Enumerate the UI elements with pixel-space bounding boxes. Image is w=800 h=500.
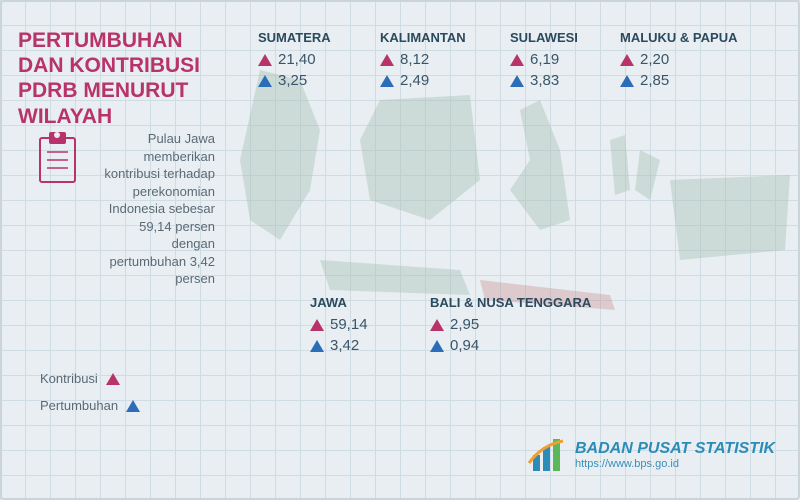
region-kontribusi: 2,20 — [620, 51, 737, 68]
region-name: JAWA — [310, 295, 368, 310]
region-name: SULAWESI — [510, 30, 578, 45]
region-maluku-papua: MALUKU & PAPUA 2,20 2,85 — [620, 30, 737, 93]
logo-icon — [527, 435, 567, 475]
triangle-icon — [106, 373, 120, 385]
triangle-icon — [310, 319, 324, 331]
region-pertumbuhan: 3,42 — [310, 337, 368, 354]
region-jawa: JAWA 59,14 3,42 — [310, 295, 368, 358]
main-title: PERTUMBUHAN DAN KONTRIBUSI PDRB MENURUT … — [18, 28, 218, 129]
region-name: SUMATERA — [258, 30, 331, 45]
region-pertumbuhan: 3,25 — [258, 72, 331, 89]
region-sulawesi: SULAWESI 6,19 3,83 — [510, 30, 578, 93]
bps-logo: BADAN PUSAT STATISTIK https://www.bps.go… — [527, 435, 775, 475]
indonesia-map — [230, 60, 790, 420]
triangle-icon — [510, 75, 524, 87]
description-text: Pulau Jawa memberikan kontribusi terhada… — [95, 130, 215, 288]
legend: Kontribusi Pertumbuhan — [40, 359, 140, 425]
triangle-icon — [380, 54, 394, 66]
triangle-icon — [258, 54, 272, 66]
legend-label: Kontribusi — [40, 371, 98, 386]
region-kontribusi: 2,95 — [430, 316, 591, 333]
triangle-icon — [510, 54, 524, 66]
legend-kontribusi: Kontribusi — [40, 371, 140, 386]
triangle-icon — [430, 340, 444, 352]
region-name: BALI & NUSA TENGGARA — [430, 295, 591, 310]
region-name: MALUKU & PAPUA — [620, 30, 737, 45]
legend-pertumbuhan: Pertumbuhan — [40, 398, 140, 413]
triangle-icon — [258, 75, 272, 87]
triangle-icon — [380, 75, 394, 87]
region-pertumbuhan: 2,85 — [620, 72, 737, 89]
logo-url: https://www.bps.go.id — [575, 458, 775, 470]
clipboard-icon — [35, 130, 80, 190]
legend-label: Pertumbuhan — [40, 398, 118, 413]
region-name: KALIMANTAN — [380, 30, 466, 45]
region-kalimantan: KALIMANTAN 8,12 2,49 — [380, 30, 466, 93]
region-pertumbuhan: 3,83 — [510, 72, 578, 89]
region-kontribusi: 8,12 — [380, 51, 466, 68]
region-kontribusi: 6,19 — [510, 51, 578, 68]
logo-name: BADAN PUSAT STATISTIK — [575, 440, 775, 458]
region-kontribusi: 59,14 — [310, 316, 368, 333]
region-pertumbuhan: 2,49 — [380, 72, 466, 89]
region-bali-nusa-tenggara: BALI & NUSA TENGGARA 2,95 0,94 — [430, 295, 591, 358]
triangle-icon — [620, 54, 634, 66]
region-kontribusi: 21,40 — [258, 51, 331, 68]
triangle-icon — [310, 340, 324, 352]
triangle-icon — [126, 400, 140, 412]
region-pertumbuhan: 0,94 — [430, 337, 591, 354]
triangle-icon — [430, 319, 444, 331]
region-sumatera: SUMATERA 21,40 3,25 — [258, 30, 331, 93]
triangle-icon — [620, 75, 634, 87]
